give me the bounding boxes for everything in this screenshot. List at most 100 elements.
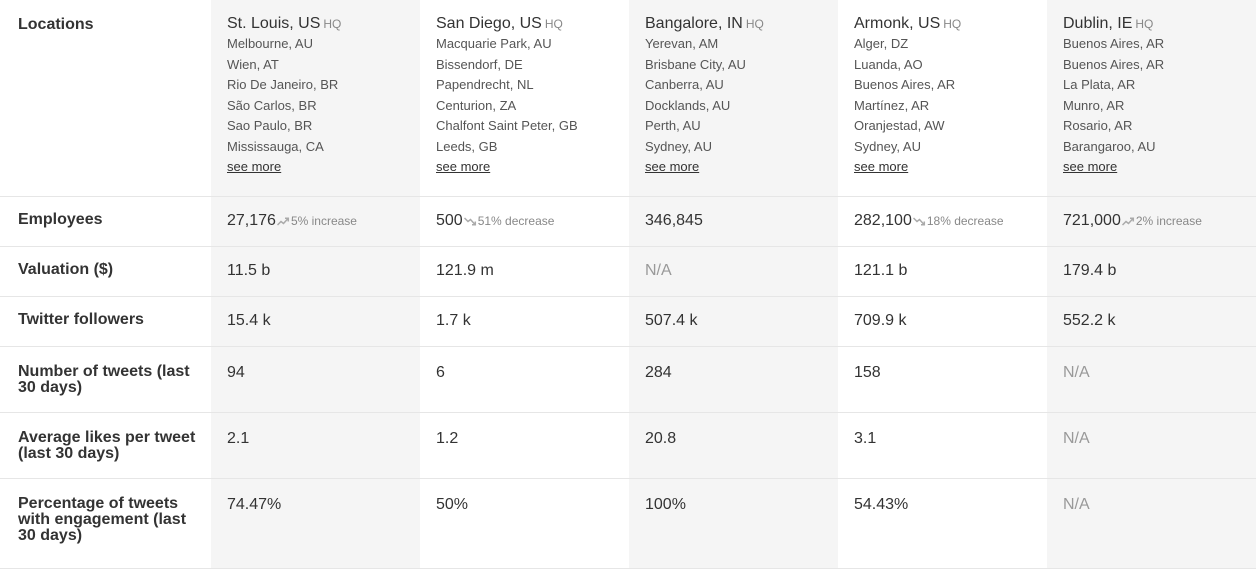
valuation-value: N/A	[645, 262, 672, 279]
hq-city: San Diego, US HQ	[436, 14, 629, 34]
see-more-link[interactable]: see more	[854, 158, 909, 174]
location-item: Barangaroo, AU	[1063, 138, 1156, 154]
twitter-cell: 1.7 k	[420, 296, 629, 347]
twitter-value: 709.9 k	[854, 312, 907, 329]
location-item: Centurion, ZA	[436, 97, 517, 113]
hq-badge: HQ	[544, 17, 563, 31]
tweets-value: 158	[854, 364, 881, 381]
location-item: La Plata, AR	[1063, 77, 1136, 93]
engagement-cell: 74.47%	[211, 478, 420, 569]
hq-city-name: San Diego, US	[436, 15, 542, 32]
trend-label: 5% increase	[290, 214, 357, 228]
twitter-value: 1.7 k	[436, 312, 471, 329]
employee-trend: 18% decrease	[912, 214, 1004, 228]
location-item: Wien, AT	[227, 56, 279, 72]
engagement-cell: 50%	[420, 478, 629, 569]
hq-city-name: Armonk, US	[854, 15, 941, 32]
hq-city-name: Dublin, IE	[1063, 15, 1133, 32]
likes-cell: 3.1	[838, 412, 1047, 479]
row-label-twitter: Twitter followers	[0, 296, 211, 347]
tweets-row: Number of tweets (last 30 days) 94 6 284 15…	[0, 346, 1256, 413]
location-item: Docklands, AU	[645, 97, 731, 113]
location-item: Leeds, GB	[436, 138, 498, 154]
twitter-value: 552.2 k	[1063, 312, 1116, 329]
twitter-cell: 15.4 k	[211, 296, 420, 347]
see-more-link[interactable]: see more	[645, 158, 700, 174]
hq-city-name: St. Louis, US	[227, 15, 321, 32]
trend-up-icon	[1121, 214, 1136, 228]
twitter-cell: 709.9 k	[838, 296, 1047, 347]
location-item: Perth, AU	[645, 118, 701, 134]
engagement-value: 100%	[645, 496, 686, 513]
engagement-value: 50%	[436, 496, 469, 513]
valuation-cell: 179.4 b	[1047, 246, 1256, 297]
twitter-cell: 507.4 k	[629, 296, 838, 347]
trend-up-icon	[276, 214, 291, 228]
location-item: Brisbane City, AU	[645, 56, 746, 72]
employees-cell: 282,100 18% decrease	[838, 196, 1047, 247]
likes-cell: 1.2	[420, 412, 629, 479]
tweets-value: 284	[645, 364, 672, 381]
likes-cell: 2.1	[211, 412, 420, 479]
employees-value: 721,000	[1063, 212, 1121, 229]
location-item: Alger, DZ	[854, 36, 909, 51]
valuation-cell: 121.9 m	[420, 246, 629, 297]
likes-value: 1.2	[436, 430, 459, 447]
locations-row: Locations St. Louis, US HQ Melbourne, AU Wi…	[0, 0, 1256, 197]
employee-trend: 51% decrease	[463, 214, 555, 228]
valuation-value: 121.9 m	[436, 262, 494, 279]
twitter-value: 15.4 k	[227, 312, 271, 329]
locations-cell: Dublin, IE HQ Buenos Aires, AR Buenos Aires…	[1047, 0, 1256, 197]
likes-row: Average likes per tweet (last 30 days) 2…	[0, 412, 1256, 479]
row-label-tweets: Number of tweets (last 30 days)	[0, 346, 211, 413]
valuation-row: Valuation ($) 11.5 b 121.9 m N/A 121.1 b 179…	[0, 246, 1256, 297]
engagement-row: Percentage of tweets with engagement (la…	[0, 478, 1256, 569]
likes-value: 2.1	[227, 430, 250, 447]
twitter-value: 507.4 k	[645, 312, 698, 329]
locations-cell: Bangalore, IN HQ Yerevan, AM Brisbane City,…	[629, 0, 838, 197]
location-item: Sydney, AU	[854, 138, 921, 154]
locations-cell: St. Louis, US HQ Melbourne, AU Wien, AT Rio …	[211, 0, 420, 197]
location-item: Papendrecht, NL	[436, 77, 534, 93]
location-item: Luanda, AO	[854, 56, 923, 72]
hq-city-name: Bangalore, IN	[645, 15, 743, 32]
location-item: Rio De Janeiro, BR	[227, 77, 339, 93]
see-more-link[interactable]: see more	[227, 158, 282, 174]
locations-cell: San Diego, US HQ Macquarie Park, AU Bissend…	[420, 0, 629, 197]
location-item: Munro, AR	[1063, 97, 1125, 113]
see-more-link[interactable]: see more	[436, 158, 491, 174]
twitter-cell: 552.2 k	[1047, 296, 1256, 347]
valuation-value: 121.1 b	[854, 262, 908, 279]
locations-cell: Armonk, US HQ Alger, DZ Luanda, AO Buenos Ai…	[838, 0, 1047, 197]
engagement-cell: 54.43%	[838, 478, 1047, 569]
tweets-cell: 158	[838, 346, 1047, 413]
row-label-employees: Employees	[0, 196, 211, 247]
tweets-value: 94	[227, 364, 245, 381]
hq-city: Dublin, IE HQ	[1063, 14, 1256, 34]
location-item: Sao Paulo, BR	[227, 118, 313, 134]
trend-label: 51% decrease	[477, 214, 555, 228]
employees-cell: 721,000 2% increase	[1047, 196, 1256, 247]
row-label-engagement: Percentage of tweets with engagement (la…	[0, 478, 211, 569]
trend-down-icon	[463, 214, 478, 228]
location-item: Buenos Aires, AR	[854, 77, 956, 93]
tweets-cell: 94	[211, 346, 420, 413]
employees-value: 500	[436, 212, 463, 229]
employee-trend: 2% increase	[1121, 214, 1202, 228]
employees-cell: 500 51% decrease	[420, 196, 629, 247]
engagement-cell: N/A	[1047, 478, 1256, 569]
engagement-value: N/A	[1063, 496, 1090, 513]
location-item: Melbourne, AU	[227, 36, 313, 51]
hq-city: St. Louis, US HQ	[227, 14, 420, 34]
tweets-cell: N/A	[1047, 346, 1256, 413]
tweets-cell: 6	[420, 346, 629, 413]
see-more-link[interactable]: see more	[1063, 158, 1118, 174]
employees-cell: 346,845	[629, 196, 838, 247]
employees-row: Employees 27,176 5% increase 500 51% decrea…	[0, 196, 1256, 247]
employees-cell: 27,176 5% increase	[211, 196, 420, 247]
location-item: Yerevan, AM	[645, 36, 719, 51]
twitter-row: Twitter followers 15.4 k 1.7 k 507.4 k 709.…	[0, 296, 1256, 347]
location-item: Chalfont Saint Peter, GB	[436, 118, 578, 134]
location-item: Mississauga, CA	[227, 138, 324, 154]
employees-value: 282,100	[854, 212, 912, 229]
